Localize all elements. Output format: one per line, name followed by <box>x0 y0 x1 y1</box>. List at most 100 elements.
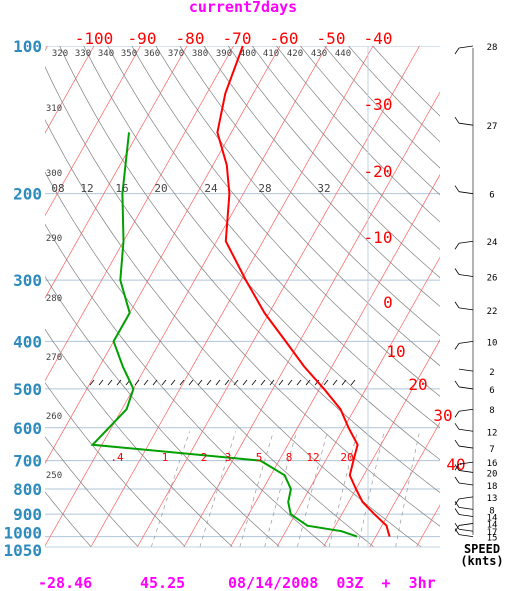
dry-adiabat-line <box>45 491 92 547</box>
isotherm-line <box>45 46 48 52</box>
hatch-mark <box>215 379 221 386</box>
wind-barb-flag <box>454 423 460 430</box>
hatch-mark <box>107 379 113 386</box>
temperature-tick-label: 10 <box>386 342 405 361</box>
temperature-tick-label: 30 <box>433 406 452 425</box>
wind-speed-label: 12 <box>487 428 498 438</box>
wind-barb <box>458 528 474 532</box>
wind-speed-label: 16 <box>487 459 498 469</box>
isotherm-line <box>183 91 440 547</box>
wind-barb <box>458 506 474 510</box>
wind-speed-label: 8 <box>489 506 494 516</box>
temperature-tick-label: -40 <box>364 29 393 48</box>
hatch-mark <box>143 379 149 386</box>
wind-barb <box>458 45 474 49</box>
hatch-mark <box>179 379 185 386</box>
wind-barb-flag <box>454 301 460 309</box>
dry-adiabat-line <box>83 46 440 461</box>
hatch-mark <box>278 379 284 386</box>
wind-speed-label: 20 <box>487 469 498 479</box>
dry-adiabat-line <box>45 382 186 547</box>
isotherm-line <box>90 46 374 547</box>
theta-label: 330 <box>75 49 91 59</box>
hatch-mark <box>161 379 167 386</box>
dry-adiabat-line <box>45 171 375 547</box>
mixing-ratio-label: 32 <box>317 182 330 195</box>
wind-speed-label: 24 <box>487 238 498 248</box>
wind-barb-flag <box>454 464 460 471</box>
temperature-tick-label: -70 <box>223 29 252 48</box>
wind-barb <box>458 470 474 473</box>
wind-barb <box>458 368 474 372</box>
wind-barb <box>458 191 474 195</box>
hatch-mark <box>242 379 248 386</box>
temperature-tick-label: -30 <box>364 95 393 114</box>
wind-barb <box>458 240 474 244</box>
pressure-tick-label: 100 <box>13 37 42 56</box>
mixing-ratio-label-lower: 5 <box>256 451 263 464</box>
pressure-tick-label: 300 <box>13 271 42 290</box>
hatch-mark <box>332 379 338 386</box>
isotherm-line <box>45 46 281 464</box>
chart-title: current7days <box>189 0 297 16</box>
wind-barb-flag <box>454 411 460 418</box>
hatch-mark <box>98 379 104 386</box>
wind-barb-flag <box>454 498 460 506</box>
mixing-ratio-line <box>297 431 328 547</box>
theta-label: 430 <box>311 49 327 59</box>
mixing-ratio-label: 12 <box>80 182 93 195</box>
footer-lat: -28.46 <box>38 574 92 591</box>
hatch-mark <box>134 379 140 386</box>
dry-adiabat-line <box>59 46 440 493</box>
temperature-tick-label: -10 <box>364 228 393 247</box>
wind-barb <box>458 386 474 390</box>
hatch-mark <box>170 379 176 386</box>
grid-clipped <box>45 46 440 547</box>
wind-speed-label: 28 <box>487 43 498 53</box>
mixing-ratio-label: 28 <box>258 182 271 195</box>
wind-speed-label: 15 <box>487 534 498 544</box>
wind-speed-label: 27 <box>487 122 498 132</box>
wind-barb-flag <box>454 501 460 508</box>
isotherm-line <box>323 339 440 547</box>
theta-label: 370 <box>168 49 184 59</box>
wind-barb <box>458 514 474 517</box>
dry-adiabat-line <box>45 119 422 547</box>
dry-adiabat-line <box>252 46 440 251</box>
hatch-mark <box>251 379 257 386</box>
wind-barb-flag <box>454 380 460 388</box>
hatch-mark <box>116 379 122 386</box>
hatch-mark <box>233 379 239 386</box>
wind-barb <box>458 340 474 344</box>
mixing-ratio-label: 08 <box>51 182 64 195</box>
wind-barb-flag <box>454 522 460 530</box>
mixing-ratio-label: 24 <box>204 182 218 195</box>
mixing-ratio-line <box>328 431 358 547</box>
isotherm-line <box>45 46 188 299</box>
hatch-mark <box>341 379 347 386</box>
mixing-ratio-label: 16 <box>115 182 128 195</box>
hatch-mark <box>350 379 356 386</box>
dry-adiabat-line <box>300 46 440 196</box>
hatch-mark <box>323 379 329 386</box>
wind-barb <box>458 534 474 538</box>
theta-label: 440 <box>335 49 351 59</box>
mixing-ratio-line <box>395 431 421 547</box>
hatch-mark <box>152 379 158 386</box>
axis-labels-layer: 10020030040050060070080090010001050-100-… <box>3 29 465 560</box>
speed-label-line2: (knts) <box>460 554 503 568</box>
wind-barb-flag <box>454 116 460 124</box>
mixing-ratio-label-lower: 3 <box>225 451 232 464</box>
wind-barb-flag <box>454 528 460 535</box>
dry-adiabat-line <box>348 46 440 143</box>
hatch-mark <box>188 379 194 386</box>
wind-speed-label: 2 <box>489 368 494 378</box>
dry-adiabat-line <box>324 46 440 169</box>
isotherm-line <box>45 46 327 547</box>
theta-label: 400 <box>240 49 256 59</box>
theta-label: 290 <box>46 234 62 244</box>
mixing-ratio-line <box>150 431 191 547</box>
temperature-tick-label: -80 <box>176 29 205 48</box>
